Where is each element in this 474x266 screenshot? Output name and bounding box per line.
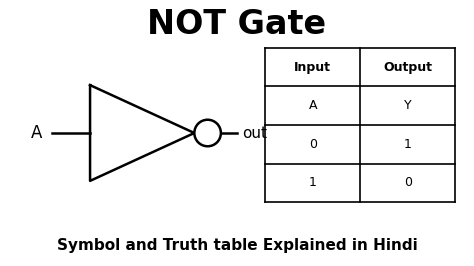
Text: out: out bbox=[242, 126, 267, 140]
Text: 1: 1 bbox=[404, 138, 411, 151]
Ellipse shape bbox=[194, 120, 221, 146]
Text: NOT Gate: NOT Gate bbox=[147, 8, 327, 41]
Text: A: A bbox=[31, 124, 43, 142]
Text: Y: Y bbox=[404, 99, 411, 112]
Text: A: A bbox=[309, 99, 317, 112]
Text: Symbol and Truth table Explained in Hindi: Symbol and Truth table Explained in Hind… bbox=[56, 238, 418, 253]
Text: 0: 0 bbox=[404, 176, 411, 189]
Text: Input: Input bbox=[294, 61, 331, 74]
Text: 1: 1 bbox=[309, 176, 317, 189]
Text: 0: 0 bbox=[309, 138, 317, 151]
Text: Output: Output bbox=[383, 61, 432, 74]
